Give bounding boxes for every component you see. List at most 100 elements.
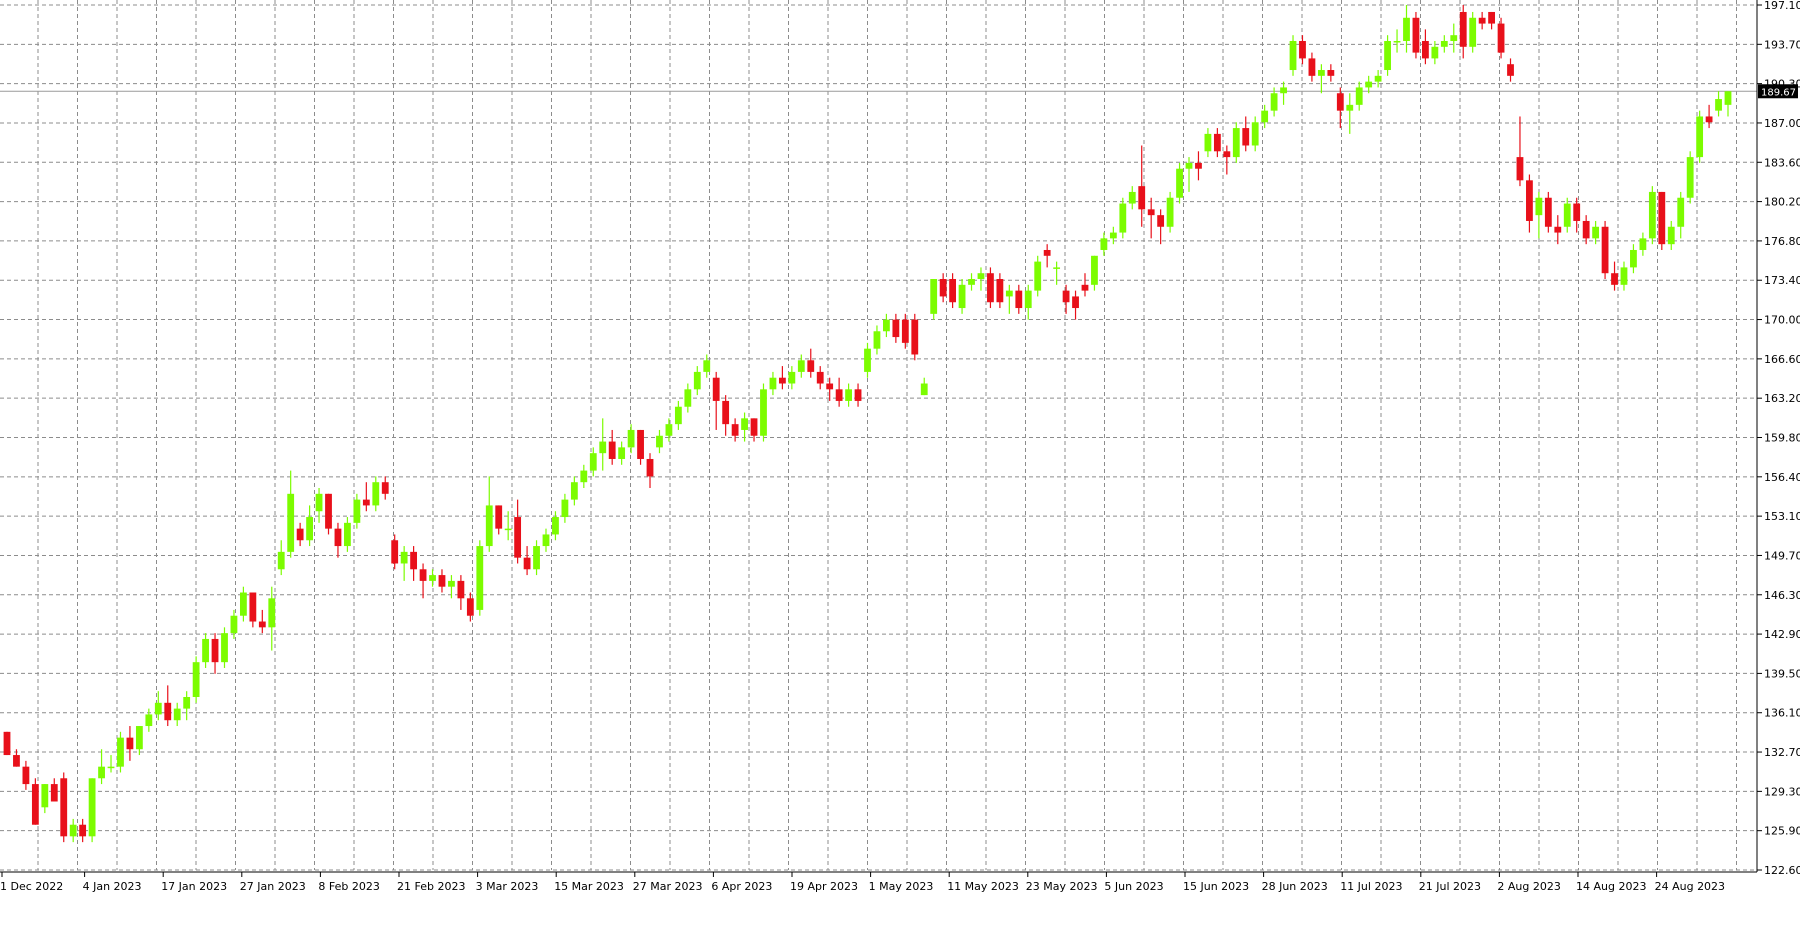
candle-body <box>504 528 512 531</box>
bull-candle <box>315 488 323 523</box>
candle-body <box>164 702 172 721</box>
candle-body <box>1005 290 1013 297</box>
candle-body <box>1043 249 1051 256</box>
bull-candle <box>344 517 351 552</box>
candle-body <box>1270 93 1278 111</box>
y-tick-label: 125.90 <box>1764 825 1800 838</box>
candle-body <box>1412 17 1420 53</box>
candle-body <box>1648 191 1656 239</box>
candle-body <box>249 592 257 622</box>
bull-candle <box>69 818 77 843</box>
candle-body <box>410 551 418 570</box>
candle-body <box>901 319 909 343</box>
bull-candle <box>797 354 805 378</box>
bull-candle <box>1034 255 1042 297</box>
bear-candle <box>939 273 947 303</box>
bear-candle <box>1582 215 1590 245</box>
candle-body <box>1232 128 1240 158</box>
bull-candle <box>883 313 890 338</box>
candle-body <box>1374 75 1382 82</box>
candle-body <box>883 319 890 332</box>
bull-candle <box>230 609 238 639</box>
candle-body <box>277 551 285 570</box>
bear-candle <box>1327 64 1335 82</box>
candle-body <box>1582 220 1590 239</box>
bull-candle <box>684 383 692 413</box>
bear-candle <box>816 366 824 390</box>
candle-body <box>920 383 928 396</box>
candle-body <box>1705 116 1713 123</box>
candle-body <box>419 569 427 581</box>
x-tick-label: 8 Feb 2023 <box>318 880 379 893</box>
price-label-box <box>1758 84 1798 99</box>
candle-body <box>845 389 852 401</box>
bear-candle <box>60 772 68 843</box>
candle-body <box>1280 87 1287 94</box>
x-tick-label: 4 Jan 2023 <box>83 880 142 893</box>
candle-body <box>1526 180 1533 221</box>
candle-body <box>325 493 332 529</box>
y-tick-label: 153.10 <box>1764 510 1800 523</box>
bear-candle <box>466 592 474 622</box>
candle-body <box>778 377 786 384</box>
bull-candle <box>1431 40 1439 65</box>
bull-candle <box>618 441 626 465</box>
candle-body <box>1393 40 1401 43</box>
bull-candle <box>429 569 436 587</box>
candle-body <box>41 784 49 808</box>
candle-body <box>1289 40 1297 71</box>
y-tick-label: 170.00 <box>1764 314 1800 327</box>
bull-candle <box>930 279 938 320</box>
x-tick-label: 11 May 2023 <box>947 880 1019 893</box>
bull-candle <box>1677 191 1685 239</box>
bull-candle <box>1639 232 1647 256</box>
candle-body <box>1091 255 1098 285</box>
candle-body <box>1100 238 1108 250</box>
candle-body <box>561 499 569 518</box>
bear-candle <box>126 726 134 761</box>
bull-candle <box>306 505 313 547</box>
bear-candle <box>731 418 739 442</box>
candle-body <box>1355 87 1363 105</box>
bear-candle <box>31 778 39 825</box>
bear-candle <box>495 505 503 535</box>
bull-candle <box>268 586 276 651</box>
x-tick-label: 27 Jan 2023 <box>240 880 306 893</box>
candle-body <box>31 784 39 825</box>
candle-body <box>873 331 881 349</box>
bear-candle <box>391 534 399 570</box>
candle-body <box>968 279 975 285</box>
bull-candle <box>1374 70 1382 88</box>
candle-body <box>381 482 389 494</box>
x-tick-label: 1 Dec 2022 <box>0 880 63 893</box>
bull-candle <box>1270 87 1278 117</box>
candle-body <box>239 592 247 616</box>
candle-body <box>703 360 711 372</box>
bear-candle <box>1507 58 1514 82</box>
candle-body <box>362 499 370 506</box>
bear-candle <box>637 429 644 465</box>
candle-body <box>476 546 484 610</box>
bear-candle <box>1526 174 1533 233</box>
bear-candle <box>1213 128 1221 158</box>
bull-candle <box>1686 151 1694 204</box>
candle-body <box>429 575 436 581</box>
bull-candle <box>1091 255 1098 291</box>
bear-candle <box>419 563 427 599</box>
candle-body <box>1592 226 1600 239</box>
bear-candle <box>1705 104 1713 129</box>
candle-body <box>523 557 531 570</box>
bull-candle <box>1317 64 1325 94</box>
bull-candle <box>448 575 455 599</box>
candle-body <box>211 638 219 663</box>
candle-body <box>665 424 673 436</box>
candle-body <box>1478 17 1486 24</box>
bull-candle <box>145 708 153 732</box>
candle-body <box>788 371 796 384</box>
bull-candle <box>1440 35 1448 53</box>
candle-body <box>911 319 919 355</box>
candle-body <box>1062 290 1070 303</box>
candle-body <box>1554 226 1562 233</box>
candle-body <box>221 633 228 663</box>
